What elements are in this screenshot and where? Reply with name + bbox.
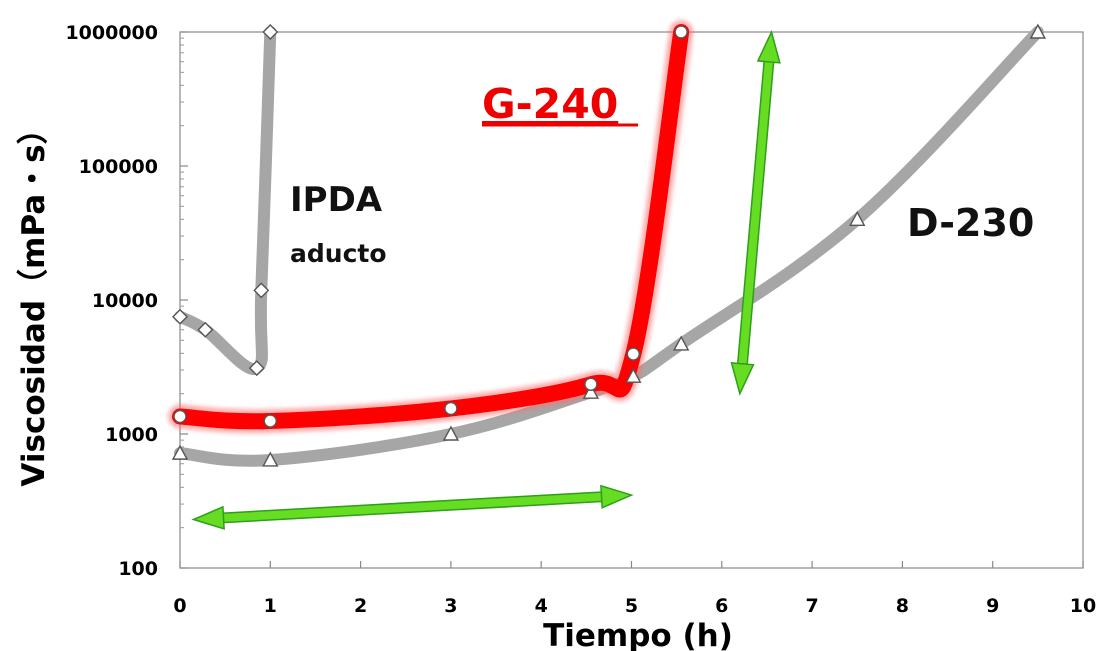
data-point [444, 401, 458, 416]
x-tick-label: 2 [354, 595, 367, 617]
series-label-d230: D-230 [907, 201, 1034, 245]
y-tick-label: 10000 [92, 290, 158, 312]
data-point [672, 335, 690, 351]
data-point [171, 444, 189, 460]
x-tick-label: 10 [1070, 595, 1096, 617]
data-point [263, 414, 277, 428]
data-point [173, 409, 187, 424]
x-tick-label: 1 [264, 595, 277, 617]
range-arrow [730, 29, 781, 396]
plot-area [179, 31, 1084, 569]
x-axis-title: Tiempo (h) [543, 618, 733, 651]
data-point [262, 24, 279, 40]
data-point [626, 347, 641, 361]
x-tick-label: 7 [805, 595, 818, 617]
range-arrow [191, 484, 634, 530]
data-point [442, 425, 460, 441]
series-label-ipda-sub: aducto [290, 239, 387, 268]
data-point [248, 360, 265, 377]
data-point [584, 377, 598, 391]
y-tick-label: 1000000 [65, 22, 158, 44]
series-label-g240: G-240 [482, 80, 618, 128]
x-tick-label: 9 [986, 595, 999, 617]
data-point [253, 282, 270, 299]
y-axis-title: Viscosidad（mPa・s） [16, 113, 52, 486]
x-tick-label: 8 [896, 595, 909, 617]
x-tick-label: 5 [625, 595, 638, 617]
data-point [674, 25, 688, 39]
x-tick-label: 0 [173, 595, 186, 617]
y-tick-label: 100000 [79, 156, 158, 178]
series-label-ipda: IPDA [290, 180, 383, 220]
data-point [582, 383, 600, 399]
data-point [197, 321, 214, 338]
y-tick-label: 1000 [105, 424, 158, 446]
data-point [262, 451, 279, 467]
x-tick-label: 3 [444, 595, 457, 617]
data-point [625, 367, 642, 383]
y-tick-label: 100 [118, 558, 158, 580]
data-point [849, 210, 866, 227]
data-point [172, 308, 188, 325]
data-point [1029, 23, 1047, 39]
x-tick-label: 6 [715, 595, 728, 617]
x-tick-label: 4 [535, 595, 548, 617]
